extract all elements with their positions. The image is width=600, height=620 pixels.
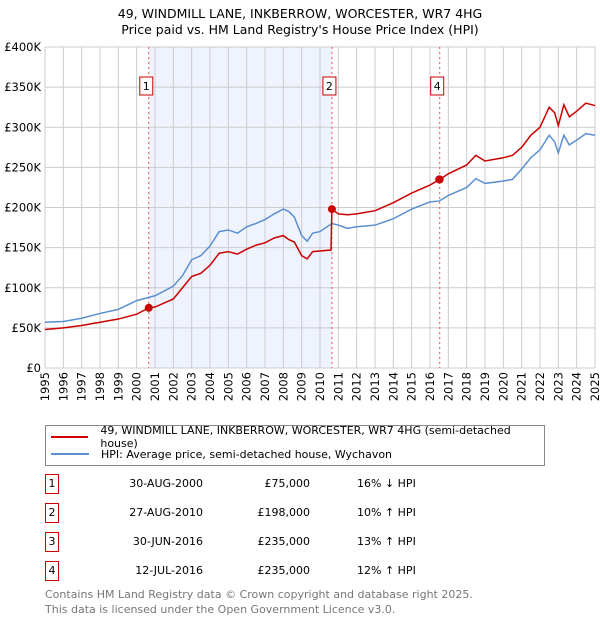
x-tick-label: 2003 — [185, 372, 199, 401]
y-tick-label: £350K — [4, 80, 41, 94]
transaction-number-badge: 4 — [45, 561, 59, 581]
x-tick-label: 2019 — [478, 372, 492, 401]
sale-marker-box — [139, 76, 154, 96]
footer-copyright: Contains HM Land Registry data © Crown c… — [45, 588, 473, 601]
transaction-date: 27-AUG-2010 — [129, 506, 203, 519]
x-tick-label: 2006 — [240, 372, 254, 401]
transaction-date: 30-AUG-2000 — [129, 477, 203, 490]
transaction-number-badge: 2 — [45, 503, 59, 523]
y-tick-label: £150K — [4, 241, 41, 255]
x-tick-label: 1997 — [75, 372, 89, 401]
transaction-price: £198,000 — [257, 506, 311, 519]
legend-item-hpi: HPI: Average price, semi-detached house,… — [51, 446, 392, 462]
x-tick-label: 2021 — [515, 372, 529, 401]
transaction-hpi-diff: 13% ↑ HPI — [357, 535, 416, 548]
sale-point — [144, 303, 153, 312]
x-tick-label: 2007 — [258, 372, 272, 401]
blue-line-swatch — [51, 453, 89, 455]
transaction-number-badge: 1 — [45, 474, 59, 494]
x-tick-label: 2017 — [441, 372, 455, 401]
transaction-date: 12-JUL-2016 — [135, 564, 203, 577]
hpi-line — [44, 132, 596, 324]
x-tick-label: 2024 — [570, 372, 584, 401]
x-tick-label: 2008 — [276, 372, 290, 401]
sale-marker-label: 2 — [326, 80, 333, 93]
transaction-date: 30-JUN-2016 — [132, 535, 203, 548]
sale-marker-box — [430, 76, 445, 96]
sale-marker-label: 4 — [434, 80, 441, 93]
x-tick-label: 2016 — [423, 372, 437, 401]
y-tick-label: £50K — [12, 321, 42, 335]
y-tick-label: £250K — [4, 160, 41, 174]
x-tick-label: 2004 — [203, 372, 217, 401]
x-tick-label: 2023 — [551, 372, 565, 401]
transaction-hpi-diff: 16% ↓ HPI — [357, 477, 416, 490]
price-chart: 1995 1996 1997 1998 1999 2000 2001 2002 2003 2004… — [4, 40, 600, 401]
y-tick-label: £200K — [4, 201, 41, 215]
sale-marker-label: 1 — [143, 80, 150, 93]
red-line-swatch — [51, 436, 89, 438]
y-tick-label: £400K — [4, 40, 41, 54]
transaction-price: £235,000 — [257, 535, 311, 548]
property-price-line — [44, 102, 596, 331]
transaction-row: 4 12-JUL-2016 £235,000 12% ↑ HPI — [45, 561, 545, 581]
sale-point — [327, 205, 336, 214]
sale-point — [435, 175, 444, 184]
x-tick-label: 2020 — [496, 372, 510, 401]
x-tick-label: 1996 — [56, 372, 70, 401]
y-tick-label: £100K — [4, 281, 41, 295]
transaction-price: £235,000 — [257, 564, 311, 577]
x-tick-label: 1995 — [38, 372, 52, 401]
x-tick-label: 2000 — [130, 372, 144, 401]
transaction-hpi-diff: 10% ↑ HPI — [357, 506, 416, 519]
x-tick-label: 2018 — [460, 372, 474, 401]
footer-licence: This data is licensed under the Open Gov… — [45, 603, 396, 616]
legend-label: HPI: Average price, semi-detached house,… — [101, 447, 393, 461]
x-tick-label: 1998 — [93, 372, 107, 401]
x-tick-label: 2012 — [350, 372, 364, 401]
y-tick-label: £300K — [4, 120, 41, 134]
transaction-row: 1 30-AUG-2000 £75,000 16% ↓ HPI — [45, 474, 545, 494]
x-tick-label: 1999 — [111, 372, 125, 401]
x-tick-label: 2009 — [295, 372, 309, 401]
x-tick-label: 2005 — [221, 372, 235, 401]
legend-label: 49, WINDMILL LANE, INKBERROW, WORCESTER,… — [100, 424, 511, 450]
transaction-number-badge: 3 — [45, 532, 59, 552]
legend: 49, WINDMILL LANE, INKBERROW, WORCESTER,… — [45, 424, 545, 466]
transaction-price: £75,000 — [264, 477, 311, 490]
transaction-row: 3 30-JUN-2016 £235,000 13% ↑ HPI — [45, 532, 545, 552]
transaction-hpi-diff: 12% ↑ HPI — [357, 564, 416, 577]
transaction-row: 2 27-AUG-2010 £198,000 10% ↑ HPI — [45, 503, 545, 523]
x-tick-label: 2002 — [166, 372, 180, 401]
sale-marker-box — [322, 76, 337, 96]
x-tick-label: 2015 — [405, 372, 419, 401]
y-tick-label: £0 — [26, 361, 41, 375]
chart-title: 49, WINDMILL LANE, INKBERROW, WORCESTER,… — [117, 6, 483, 21]
x-tick-label: 2001 — [148, 372, 162, 401]
x-tick-label: 2010 — [313, 372, 327, 401]
chart-subtitle: Price paid vs. HM Land Registry's House … — [121, 22, 479, 37]
legend-item-property: 49, WINDMILL LANE, INKBERROW, WORCESTER,… — [51, 424, 544, 450]
x-tick-label: 2022 — [533, 372, 547, 401]
x-tick-label: 2013 — [368, 372, 382, 401]
x-tick-label: 2011 — [331, 372, 345, 401]
x-tick-label: 2014 — [386, 372, 400, 401]
x-tick-label: 2025 — [588, 372, 600, 401]
